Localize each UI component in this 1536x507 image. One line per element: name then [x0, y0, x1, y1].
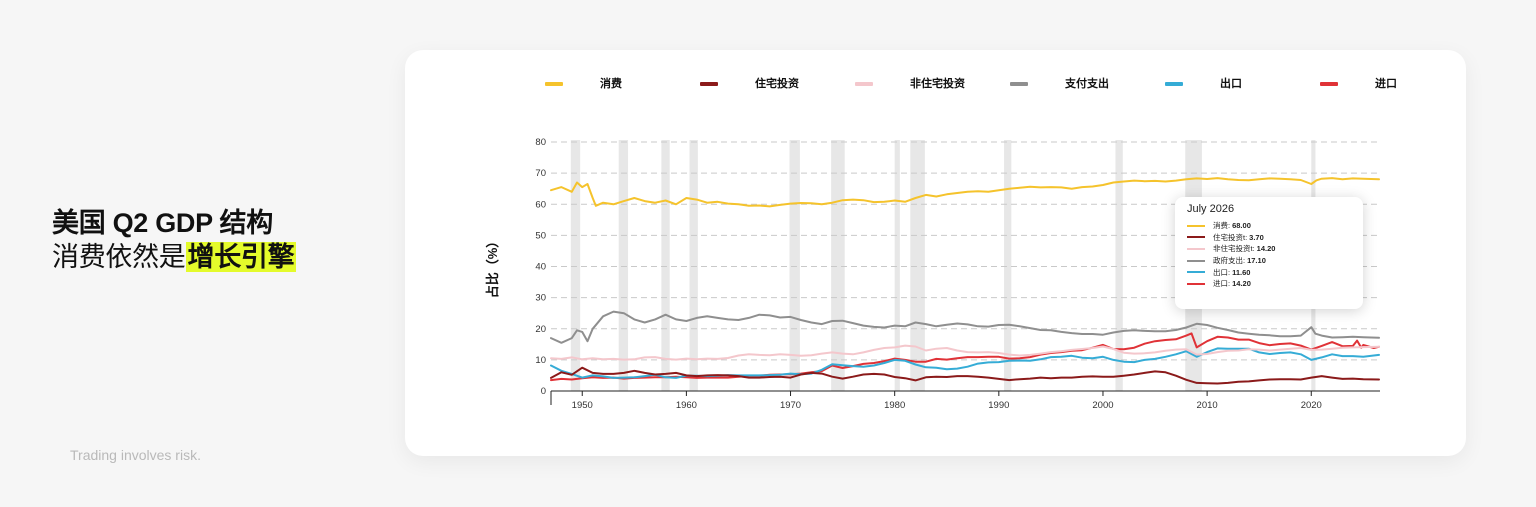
tooltip-rows: 消费: 68.00 住宅投资t: 3.70 非住宅投资t: 14.20 政府支出: 17.10…: [1187, 220, 1363, 290]
tooltip-label: 住宅投资t:: [1213, 232, 1248, 242]
tooltip-label: 出口:: [1213, 267, 1231, 277]
x-tick-label: 1960: [676, 400, 697, 411]
y-axis-title-group: 占比（%）: [485, 235, 500, 299]
legend-swatch: [855, 82, 873, 86]
recession-band: [661, 140, 670, 391]
tooltip-row: 出口: 11.60: [1187, 266, 1363, 278]
series-line: [550, 310, 1380, 344]
tooltip-value: 3.70: [1249, 232, 1264, 242]
recession-band: [570, 140, 581, 391]
recession-band: [910, 140, 925, 391]
tooltip-row: 住宅投资t: 3.70: [1187, 232, 1363, 244]
tooltip-row: 消费: 68.00: [1187, 220, 1363, 232]
tooltip-row: 非住宅投资t: 14.20: [1187, 243, 1363, 255]
tooltip-row: 进口: 14.20: [1187, 278, 1363, 290]
x-tick-label: 1980: [884, 400, 905, 411]
legend: 消费 住宅投资 非住宅投资 支付支出 出口 进口: [545, 76, 1397, 90]
legend-label: 支付支出: [1064, 76, 1109, 90]
legend-swatch: [545, 82, 563, 86]
y-tick-label: 50: [535, 230, 546, 241]
recession-band: [789, 140, 800, 391]
chart-card: 0 10 20 30 40 50 60 70 80 1950 1960 1970 1980 1990 200…: [405, 50, 1466, 456]
headline-subtitle: 消费依然是增长引擎: [52, 240, 352, 274]
y-tick-label: 70: [535, 168, 546, 179]
tooltip-value: 17.10: [1247, 256, 1266, 266]
tooltip-swatch: [1187, 271, 1205, 274]
tooltip-label: 消费:: [1213, 221, 1231, 231]
disclaimer: Trading involves risk.: [70, 447, 201, 463]
legend-swatch: [1320, 82, 1338, 86]
y-tick-label: 30: [535, 293, 546, 304]
tooltip-value: 14.20: [1256, 244, 1276, 254]
x-tick-label: 2010: [1197, 400, 1218, 411]
tooltip-title: July 2026: [1187, 203, 1235, 215]
recession-band: [689, 140, 698, 391]
axes: 0 10 20 30 40 50 60 70 80 1950 1960 1970 1980 1990 200…: [535, 137, 1380, 411]
y-tick-label: 0: [541, 386, 546, 397]
recession-band: [618, 140, 629, 391]
tooltip-swatch: [1187, 236, 1205, 239]
x-tick-label: 2000: [1092, 400, 1113, 411]
tooltip-swatch: [1187, 259, 1205, 262]
legend-swatch: [1010, 82, 1028, 86]
series-line: [550, 344, 1380, 361]
tooltip-value: 68.00: [1232, 221, 1251, 231]
y-tick-label: 60: [535, 199, 546, 210]
headline-title: 美国 Q2 GDP 结构: [52, 208, 273, 238]
legend-swatch: [1165, 82, 1183, 86]
legend-label: 消费: [600, 76, 622, 90]
tooltip-swatch: [1187, 224, 1205, 227]
recession-band: [1004, 140, 1012, 391]
x-tick-label: 1950: [572, 400, 593, 411]
legend-label: 进口: [1375, 76, 1397, 90]
series-lines: [550, 177, 1380, 385]
x-tick-label: 2020: [1301, 400, 1322, 411]
series-line: [550, 332, 1380, 382]
y-tick-label: 40: [535, 262, 546, 273]
series-line: [550, 177, 1380, 208]
x-tick-label: 1970: [780, 400, 801, 411]
tooltip-swatch: [1187, 282, 1205, 285]
tooltip-label: 政府支出:: [1213, 256, 1246, 266]
headline-subtitle-highlight: 增长引擎: [185, 242, 297, 272]
tooltip-swatch: [1187, 247, 1205, 250]
headline-subtitle-plain: 消费依然是: [52, 242, 186, 272]
tooltip-row: 政府支出: 17.10: [1187, 255, 1363, 267]
recession-band: [894, 140, 900, 391]
legend-swatch: [700, 82, 718, 86]
tooltip-label: 进口:: [1213, 279, 1231, 289]
headline: 美国 Q2 GDP 结构 消费依然是增长引擎: [52, 206, 352, 274]
y-tick-label: 20: [535, 324, 546, 335]
y-tick-label: 10: [535, 355, 546, 366]
tooltip-value: 11.60: [1232, 267, 1251, 277]
legend-label: 住宅投资: [755, 76, 799, 90]
tooltip-value: 14.20: [1232, 279, 1251, 289]
legend-label: 非住宅投资: [910, 76, 965, 90]
y-axis-title: 占比（%）: [485, 235, 500, 299]
x-tick-label: 1990: [988, 400, 1009, 411]
series-line: [550, 366, 1380, 385]
legend-label: 出口: [1220, 76, 1242, 90]
recession-band: [1115, 140, 1123, 391]
tooltip-label: 非住宅投资t:: [1213, 244, 1255, 254]
hover-tooltip: July 2026 消费: 68.00 住宅投资t: 3.70 非住宅投资t: 14.20…: [1175, 197, 1363, 309]
y-tick-label: 80: [535, 137, 546, 148]
